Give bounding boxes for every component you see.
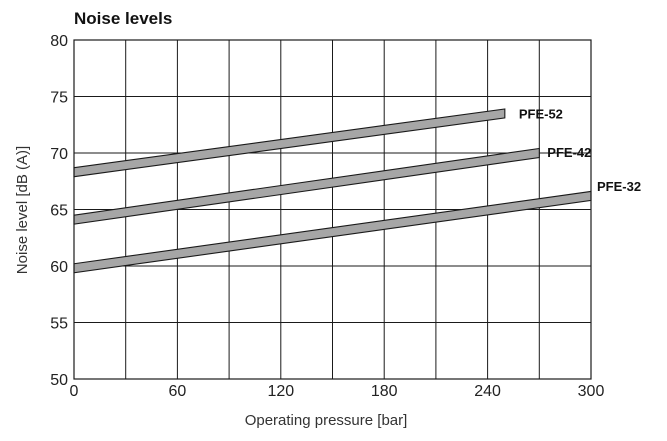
- y-tick-label: 50: [50, 372, 68, 389]
- chart-title: Noise levels: [74, 9, 172, 28]
- x-tick-label: 180: [371, 383, 398, 400]
- series-label-pfe-32: PFE-32: [597, 179, 641, 194]
- y-tick-label: 60: [50, 259, 68, 276]
- series-bands: [73, 108, 592, 274]
- x-tick-label: 60: [169, 383, 187, 400]
- x-tick-label: 300: [578, 383, 605, 400]
- plot-frame: [73, 39, 592, 380]
- y-tick-label: 75: [50, 90, 68, 107]
- y-tick-label: 80: [50, 33, 68, 50]
- series-label-pfe-52: PFE-52: [519, 106, 563, 121]
- x-axis-label: Operating pressure [bar]: [245, 412, 408, 429]
- series-labels: PFE-52 PFE-42 PFE-32: [519, 106, 641, 193]
- series-label-pfe-42: PFE-42: [547, 145, 591, 160]
- x-tick-label: 120: [267, 383, 294, 400]
- y-tick-label: 65: [50, 203, 68, 220]
- y-tick-label: 55: [50, 316, 68, 333]
- y-axis-label: Noise level [dB (A)]: [14, 146, 31, 274]
- y-tick-label: 70: [50, 146, 68, 163]
- x-tick-label: 240: [474, 383, 501, 400]
- x-tick-label: 0: [70, 383, 79, 400]
- tick-labels: 0 60 120 180 240 300 50 55 60 65 70 75 80: [50, 33, 604, 400]
